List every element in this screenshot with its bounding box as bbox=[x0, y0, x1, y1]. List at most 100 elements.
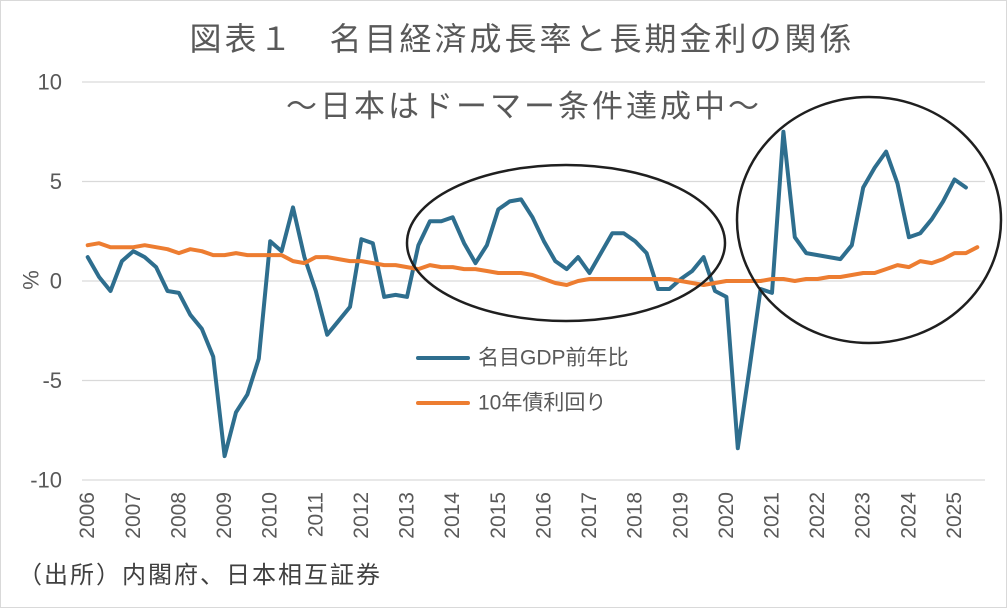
x-tick-label: 2011 bbox=[304, 492, 327, 537]
nominal-gdp-data-point bbox=[97, 275, 101, 279]
nominal-gdp-data-point bbox=[131, 249, 135, 253]
jgb-10y-yield-data-point bbox=[371, 261, 375, 265]
jgb-10y-yield-data-point bbox=[291, 259, 295, 263]
legend-label: 10年債利回り bbox=[478, 392, 606, 415]
nominal-gdp-data-point bbox=[166, 289, 170, 293]
nominal-gdp-data-point bbox=[610, 231, 614, 235]
nominal-gdp-data-point bbox=[576, 255, 580, 259]
x-tick-label: 2022 bbox=[806, 492, 829, 539]
nominal-gdp-data-point bbox=[884, 150, 888, 154]
jgb-10y-yield-data-point bbox=[223, 253, 227, 257]
nominal-gdp-data-point bbox=[804, 251, 808, 255]
nominal-gdp-data-point bbox=[873, 166, 877, 170]
nominal-gdp-data-point bbox=[770, 291, 774, 295]
nominal-gdp-data-point bbox=[439, 219, 443, 223]
jgb-10y-yield-data-point bbox=[302, 261, 306, 265]
jgb-10y-yield-data-point bbox=[770, 277, 774, 281]
jgb-10y-yield-data-point bbox=[724, 279, 728, 283]
nominal-gdp-data-point bbox=[896, 182, 900, 186]
jgb-10y-yield-data-point bbox=[131, 245, 135, 249]
x-tick-label: 2016 bbox=[532, 492, 555, 539]
legend-label: 名目GDP前年比 bbox=[478, 347, 629, 370]
jgb-10y-yield-data-point bbox=[485, 269, 489, 273]
nominal-gdp-data-point bbox=[816, 253, 820, 257]
jgb-10y-yield-data-point bbox=[359, 259, 363, 263]
nominal-gdp-data-point bbox=[371, 241, 375, 245]
jgb-10y-yield-data-point bbox=[861, 271, 865, 275]
x-tick-label: 2014 bbox=[441, 492, 464, 539]
x-tick-label: 2009 bbox=[213, 492, 236, 539]
jgb-10y-yield-data-point bbox=[781, 277, 785, 281]
jgb-10y-yield-data-point bbox=[268, 253, 272, 257]
jgb-10y-yield-data-point bbox=[679, 279, 683, 283]
jgb-10y-yield-data-point bbox=[804, 277, 808, 281]
nominal-gdp-data-point bbox=[941, 199, 945, 203]
x-tick-label: 2010 bbox=[259, 492, 282, 539]
nominal-gdp-data-point bbox=[120, 259, 124, 263]
jgb-10y-yield-data-point bbox=[474, 267, 478, 271]
nominal-gdp-data-point bbox=[622, 231, 626, 235]
jgb-10y-yield-data-point bbox=[588, 277, 592, 281]
nominal-gdp-data-point bbox=[599, 251, 603, 255]
nominal-gdp-data-point bbox=[918, 231, 922, 235]
jgb-10y-yield-data-point bbox=[188, 247, 192, 251]
jgb-10y-yield-data-point bbox=[690, 281, 694, 285]
x-tick-label: 2013 bbox=[396, 492, 419, 539]
jgb-10y-yield-data-point bbox=[941, 257, 945, 261]
x-tick-label: 2025 bbox=[943, 492, 966, 539]
nominal-gdp-data-point bbox=[827, 255, 831, 259]
jgb-10y-yield-data-point bbox=[109, 245, 113, 249]
jgb-10y-yield-data-point bbox=[542, 277, 546, 281]
jgb-10y-yield-data-point bbox=[896, 263, 900, 267]
jgb-10y-yield-data-point bbox=[257, 253, 261, 257]
jgb-10y-yield-data-point bbox=[166, 247, 170, 251]
jgb-10y-yield-data-point bbox=[850, 273, 854, 277]
y-tick-label: -5 bbox=[42, 368, 62, 393]
nominal-gdp-data-point bbox=[200, 327, 204, 331]
jgb-10y-yield-data-point bbox=[873, 271, 877, 275]
jgb-10y-yield-data-point bbox=[622, 277, 626, 281]
nominal-gdp-data-point bbox=[656, 287, 660, 291]
nominal-gdp-data-point bbox=[143, 255, 147, 259]
legend-item-nominal-gdp: 名目GDP前年比 bbox=[416, 347, 629, 370]
y-tick-label: 10 bbox=[38, 70, 62, 95]
jgb-10y-yield-data-point bbox=[428, 263, 432, 267]
jgb-10y-yield-data-point bbox=[565, 283, 569, 287]
jgb-10y-yield-data-point bbox=[234, 251, 238, 255]
x-tick-label: 2006 bbox=[76, 492, 99, 539]
nominal-gdp-data-point bbox=[953, 178, 957, 182]
y-tick-label: 5 bbox=[50, 169, 62, 194]
nominal-gdp-data-point bbox=[542, 239, 546, 243]
nominal-gdp-data-point bbox=[793, 235, 797, 239]
x-axis-tick-labels: 2006 2007 2008 2009 2010 2011 2012 2013 2014 2015… bbox=[76, 492, 966, 539]
jgb-10y-yield-data-point bbox=[610, 277, 614, 281]
jgb-10y-yield-data-point bbox=[667, 277, 671, 281]
jgb-10y-yield-data-point bbox=[86, 243, 90, 247]
highlight-ellipse-right bbox=[735, 95, 1003, 345]
jgb-10y-yield-data-point bbox=[953, 251, 957, 255]
x-tick-label: 2008 bbox=[167, 492, 190, 539]
jgb-10y-yield-data-point bbox=[975, 245, 979, 249]
nominal-gdp-data-point bbox=[451, 215, 455, 219]
jgb-10y-yield-data-point bbox=[884, 267, 888, 271]
nominal-gdp-data-point bbox=[736, 446, 740, 450]
jgb-10y-yield-data-point bbox=[531, 273, 535, 277]
jgb-10y-yield-data-point bbox=[633, 277, 637, 281]
jgb-10y-yield-data-point bbox=[713, 281, 717, 285]
jgb-10y-yield-data-point bbox=[508, 271, 512, 275]
y-axis-label: % bbox=[19, 270, 44, 290]
x-tick-label: 2019 bbox=[669, 492, 692, 539]
nominal-gdp-data-point bbox=[850, 243, 854, 247]
series-jgb-10y-yield bbox=[85, 241, 980, 287]
series-line-nominal-gdp bbox=[85, 129, 968, 459]
x-tick-label: 2015 bbox=[487, 492, 510, 539]
nominal-gdp-data-point bbox=[405, 295, 409, 299]
nominal-gdp-data-point bbox=[861, 186, 865, 190]
x-tick-label: 2007 bbox=[122, 492, 145, 539]
jgb-10y-yield-data-point bbox=[907, 265, 911, 269]
jgb-10y-yield-data-point bbox=[154, 245, 158, 249]
nominal-gdp-data-point bbox=[314, 289, 318, 293]
jgb-10y-yield-data-point bbox=[736, 279, 740, 283]
jgb-10y-yield-data-point bbox=[177, 251, 181, 255]
nominal-gdp-data-point bbox=[280, 249, 284, 253]
